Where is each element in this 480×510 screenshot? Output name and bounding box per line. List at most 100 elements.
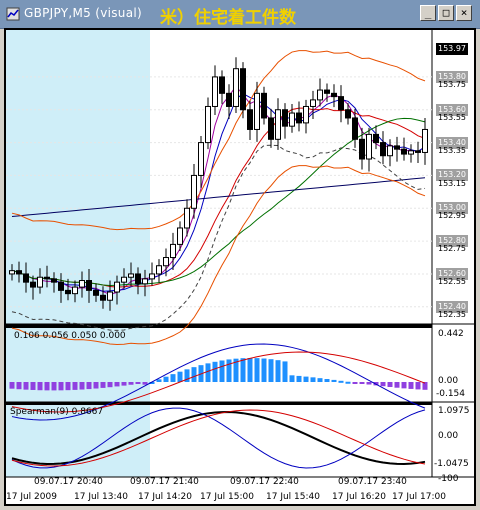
session-highlight-ind2	[6, 405, 150, 477]
histogram-bar	[331, 379, 337, 382]
histogram-bar	[37, 382, 43, 391]
histogram-bar	[247, 358, 253, 382]
candle-body	[100, 294, 106, 301]
candle-body	[338, 96, 344, 111]
candle-body	[44, 276, 50, 280]
histogram-bar	[156, 379, 162, 382]
price-label: 153.35	[438, 145, 466, 155]
candle-body	[72, 286, 78, 295]
candle-body	[93, 289, 99, 296]
time-label-4: 17 Jul 15:00	[200, 492, 254, 502]
time-label-6: 17 Jul 16:20	[332, 492, 386, 502]
candle-body	[16, 270, 22, 275]
indicator2-header: Spearman(9) 0.8667	[10, 407, 104, 417]
histogram-bar	[93, 382, 99, 389]
price-label: 152.55	[438, 277, 466, 287]
candle-body	[107, 291, 113, 301]
candle-body	[247, 109, 253, 130]
histogram-bar	[387, 382, 393, 387]
histogram-bar	[191, 367, 197, 382]
candle-body	[275, 109, 281, 140]
candle-body	[149, 273, 155, 280]
histogram-bar	[163, 376, 169, 382]
candle-body	[65, 289, 71, 295]
histogram-bar	[44, 382, 50, 391]
time-label-top-1: 09.07.17 20:40	[34, 477, 103, 487]
window-titlebar[interactable]: GBPJPY,M5 (visual) 米）住宅着工件数 _ □ ×	[0, 0, 480, 29]
close-button[interactable]: ×	[456, 5, 472, 21]
candle-body	[177, 227, 183, 245]
price-label: 153.40	[436, 136, 468, 149]
candle-body	[401, 148, 407, 155]
histogram-bar	[345, 381, 351, 384]
candle-body	[163, 257, 169, 267]
histogram-bar	[79, 382, 85, 390]
price-label: 153.60	[436, 103, 468, 116]
candle-body	[135, 273, 141, 285]
histogram-bar	[261, 358, 267, 382]
histogram-bar	[282, 361, 288, 382]
current-price-tag: 153.97	[436, 43, 468, 55]
time-label-top-2: 09.07.17 21:40	[130, 477, 199, 487]
histogram-bar	[128, 382, 134, 385]
candle-body	[128, 273, 134, 278]
histogram-bar	[16, 382, 22, 390]
histogram-bar	[240, 358, 246, 382]
candle-body	[296, 112, 302, 124]
candle-body	[191, 174, 197, 209]
time-label-top-4: 09.07.17 23:40	[338, 477, 407, 487]
candle-body	[359, 138, 365, 160]
histogram-bar	[359, 382, 365, 384]
candle-body	[79, 280, 85, 288]
candle-body	[121, 276, 127, 283]
histogram-bar	[170, 374, 176, 382]
chart-window-icon	[6, 7, 20, 21]
candle-body	[114, 281, 120, 293]
minimize-button[interactable]: _	[420, 5, 436, 21]
histogram-bar	[100, 382, 106, 388]
time-axis-area	[6, 477, 432, 504]
candle-body	[240, 68, 246, 111]
candle-body	[58, 281, 64, 291]
candle-body	[205, 105, 211, 144]
histogram-bar	[268, 359, 274, 382]
price-label: 152.35	[438, 310, 466, 319]
histogram-bar	[65, 382, 71, 391]
histogram-bar	[310, 377, 316, 382]
candle-body	[352, 117, 358, 140]
price-label: 153.80	[436, 70, 468, 83]
candle-body	[422, 128, 428, 153]
histogram-bar	[184, 369, 190, 382]
histogram-bar	[149, 382, 155, 384]
histogram-bar	[86, 382, 92, 390]
candle-body	[387, 145, 393, 157]
time-label-1: 17 Jul 2009	[6, 492, 57, 502]
candle-body	[394, 145, 400, 150]
candle-body	[345, 109, 351, 119]
price-label: 153.20	[436, 169, 468, 182]
price-label: 152.75	[438, 244, 466, 254]
histogram-bar	[415, 382, 421, 390]
indicator2-axis-bot: -1.0475	[434, 459, 469, 469]
indicator1-red-line	[11, 351, 426, 413]
indicator2-blue-line	[11, 407, 426, 469]
histogram-bar	[408, 382, 414, 389]
histogram-bar	[338, 380, 344, 383]
candle-body	[170, 243, 176, 259]
histogram-bar	[23, 382, 29, 390]
indicator1-axis-mid: 0.00	[438, 376, 459, 386]
histogram-bar	[135, 382, 141, 384]
histogram-bar	[205, 363, 211, 382]
price-label: 153.75	[438, 80, 466, 90]
chart-area[interactable]	[6, 30, 474, 504]
histogram-bar	[114, 382, 120, 387]
maximize-button[interactable]: □	[438, 5, 454, 21]
histogram-bar	[142, 382, 148, 385]
candle-body	[37, 276, 43, 288]
indicator1-axis-bot: -0.154	[436, 389, 466, 399]
candle-body	[254, 92, 260, 130]
candle-body	[184, 207, 190, 229]
indicator2-axis-top: 1.0975	[438, 406, 470, 416]
candle-body	[23, 273, 29, 283]
histogram-bar	[394, 382, 400, 388]
